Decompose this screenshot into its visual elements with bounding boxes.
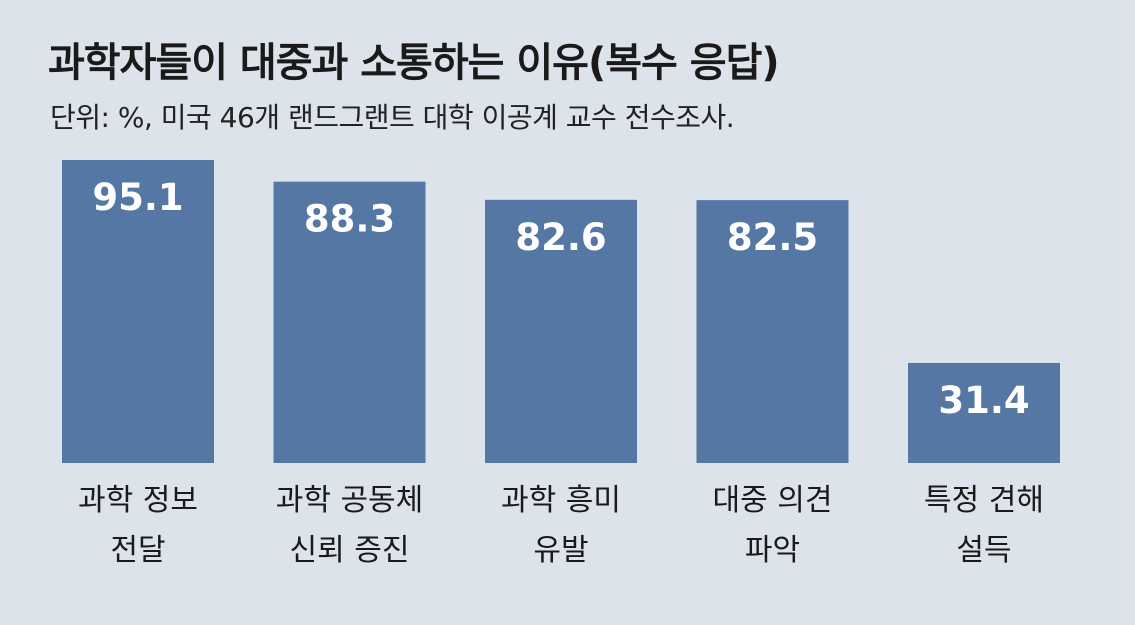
bar-value-label-3: 82.5 (727, 216, 818, 259)
category-label-4-line-0: 특정 견해 (924, 483, 1044, 518)
bar-4 (908, 362, 1060, 463)
chart-title: 과학자들이 대중과 소통하는 이유(복수 응답) (48, 40, 780, 86)
category-label-2-line-0: 과학 흥미 (501, 483, 621, 518)
bar-1 (273, 181, 426, 463)
bar-value-label-2: 82.6 (515, 216, 606, 259)
category-label-2-line-1: 유발 (533, 533, 588, 568)
bar-3 (696, 200, 849, 463)
category-label-1-line-1: 신뢰 증진 (290, 533, 410, 568)
category-label-0-line-0: 과학 정보 (78, 483, 198, 518)
category-label-3-line-0: 대중 의견 (713, 483, 833, 518)
category-label-4-line-1: 설득 (956, 533, 1011, 568)
bar-2 (485, 199, 637, 464)
category-label-0-line-1: 전달 (110, 533, 165, 568)
bar-value-label-1: 88.3 (304, 198, 395, 241)
category-label-1-line-0: 과학 공동체 (276, 483, 424, 518)
bar-value-label-0: 95.1 (92, 176, 183, 219)
bar-0 (62, 160, 214, 463)
bars-group (62, 160, 1060, 464)
chart-subtitle: 단위: %, 미국 46개 랜드그랜트 대학 이공계 교수 전수조사. (50, 101, 735, 134)
bar-value-label-4: 31.4 (938, 379, 1029, 422)
category-label-3-line-1: 파악 (745, 533, 800, 568)
value-labels-group: 95.1 88.3 82.6 82.5 31.4 (92, 176, 1029, 422)
